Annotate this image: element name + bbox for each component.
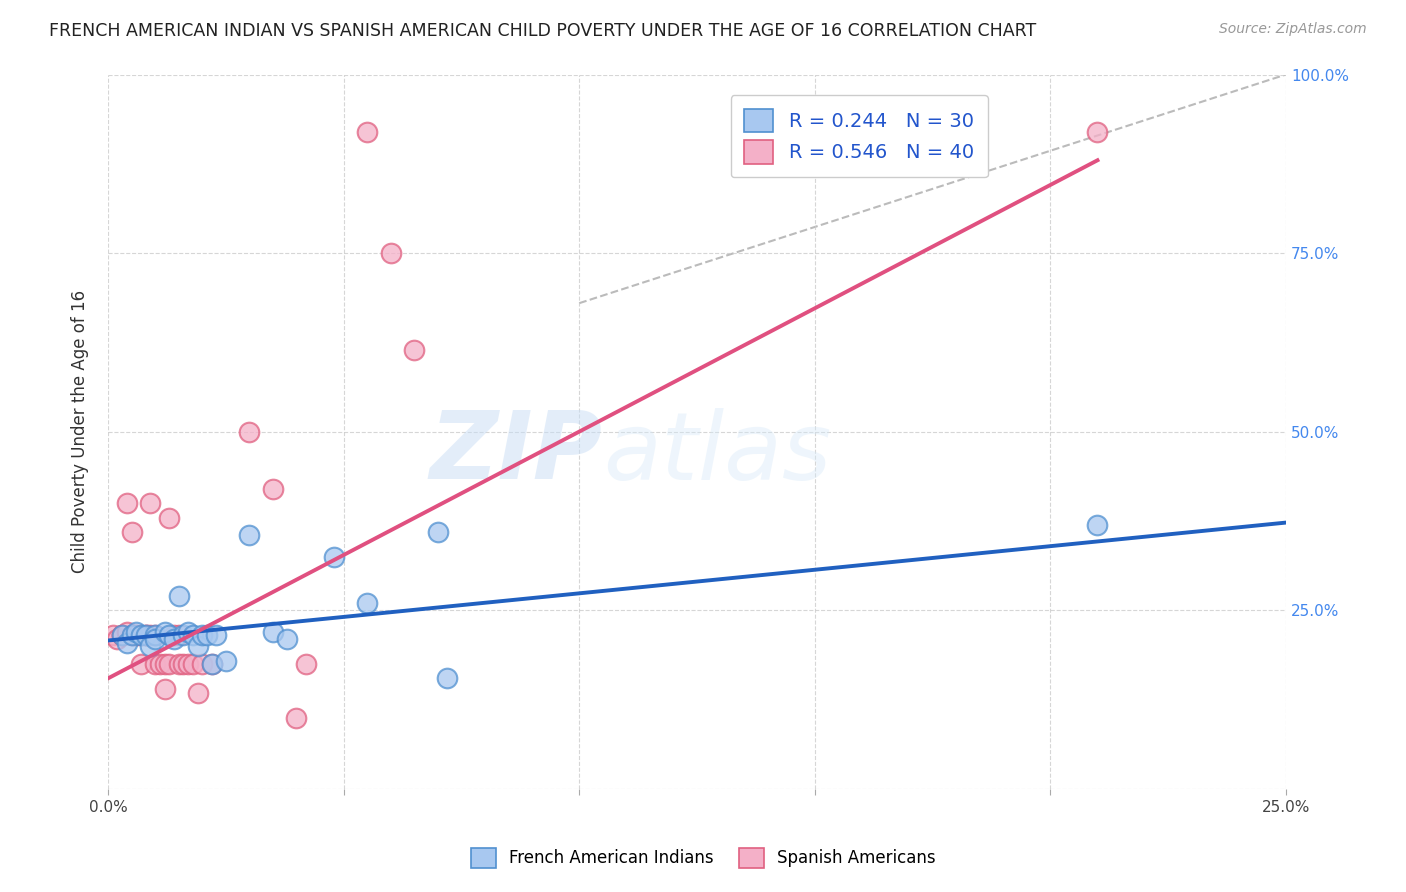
Point bbox=[186, 686, 208, 700]
Point bbox=[181, 628, 204, 642]
Point bbox=[129, 628, 152, 642]
Point bbox=[262, 482, 284, 496]
Point bbox=[295, 657, 318, 671]
Text: atlas: atlas bbox=[603, 408, 831, 499]
Point bbox=[111, 628, 134, 642]
Point bbox=[172, 628, 194, 642]
Point bbox=[135, 628, 157, 642]
Text: FRENCH AMERICAN INDIAN VS SPANISH AMERICAN CHILD POVERTY UNDER THE AGE OF 16 COR: FRENCH AMERICAN INDIAN VS SPANISH AMERIC… bbox=[49, 22, 1036, 40]
Point bbox=[356, 125, 378, 139]
Point bbox=[238, 528, 260, 542]
Point bbox=[115, 635, 138, 649]
Point bbox=[177, 657, 200, 671]
Point bbox=[139, 628, 162, 642]
Point bbox=[436, 672, 458, 686]
Point bbox=[149, 657, 172, 671]
Point bbox=[177, 624, 200, 639]
Point bbox=[1087, 125, 1109, 139]
Point bbox=[143, 628, 166, 642]
Point bbox=[157, 510, 180, 524]
Point bbox=[186, 639, 208, 653]
Text: ZIP: ZIP bbox=[430, 408, 603, 500]
Point bbox=[135, 628, 157, 642]
Point bbox=[276, 632, 298, 646]
Point bbox=[121, 524, 143, 539]
Point bbox=[153, 682, 176, 697]
Point bbox=[167, 657, 190, 671]
Point bbox=[135, 628, 157, 642]
Point bbox=[111, 628, 134, 642]
Point bbox=[191, 657, 214, 671]
Point bbox=[167, 589, 190, 603]
Point bbox=[153, 624, 176, 639]
Point bbox=[163, 628, 186, 642]
Point bbox=[172, 657, 194, 671]
Point bbox=[115, 624, 138, 639]
Point bbox=[323, 549, 346, 564]
Point bbox=[107, 632, 129, 646]
Point bbox=[101, 628, 124, 642]
Point bbox=[238, 425, 260, 439]
Point bbox=[262, 624, 284, 639]
Point bbox=[157, 657, 180, 671]
Point bbox=[121, 628, 143, 642]
Point bbox=[121, 628, 143, 642]
Point bbox=[157, 628, 180, 642]
Legend: R = 0.244   N = 30, R = 0.546   N = 40: R = 0.244 N = 30, R = 0.546 N = 40 bbox=[731, 95, 987, 178]
Point bbox=[125, 624, 148, 639]
Point bbox=[139, 496, 162, 510]
Point bbox=[285, 711, 308, 725]
Point bbox=[181, 657, 204, 671]
Point bbox=[205, 628, 228, 642]
Point bbox=[143, 628, 166, 642]
Point bbox=[111, 628, 134, 642]
Point bbox=[215, 653, 238, 667]
Text: Source: ZipAtlas.com: Source: ZipAtlas.com bbox=[1219, 22, 1367, 37]
Point bbox=[143, 632, 166, 646]
Point bbox=[129, 657, 152, 671]
Point bbox=[115, 496, 138, 510]
Point bbox=[143, 657, 166, 671]
Point bbox=[356, 596, 378, 610]
Point bbox=[191, 628, 214, 642]
Point bbox=[125, 628, 148, 642]
Point bbox=[139, 639, 162, 653]
Point bbox=[404, 343, 426, 357]
Point bbox=[129, 628, 152, 642]
Point bbox=[163, 632, 186, 646]
Y-axis label: Child Poverty Under the Age of 16: Child Poverty Under the Age of 16 bbox=[72, 290, 89, 574]
Point bbox=[201, 657, 224, 671]
Point bbox=[125, 628, 148, 642]
Point bbox=[153, 657, 176, 671]
Point bbox=[167, 628, 190, 642]
Point bbox=[1087, 517, 1109, 532]
Point bbox=[195, 628, 218, 642]
Legend: French American Indians, Spanish Americans: French American Indians, Spanish America… bbox=[464, 841, 942, 875]
Point bbox=[201, 657, 224, 671]
Point bbox=[380, 246, 402, 260]
Point bbox=[426, 524, 449, 539]
